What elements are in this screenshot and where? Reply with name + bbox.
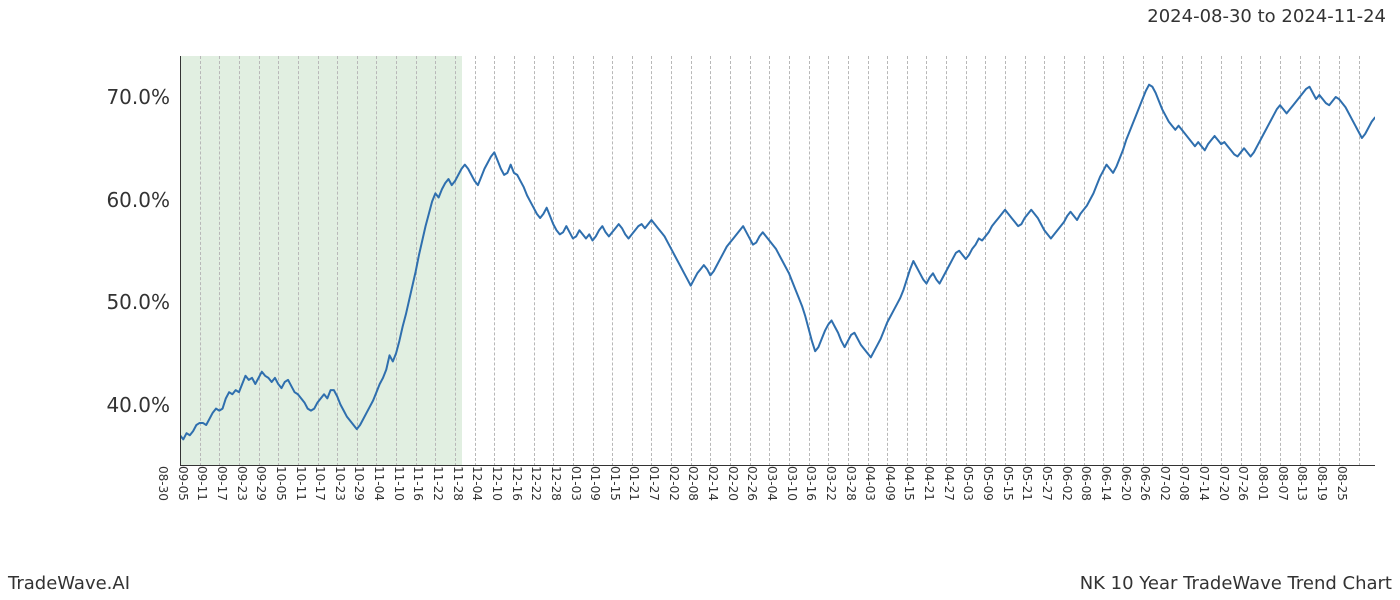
x-tick-label: 07-02 bbox=[1158, 466, 1178, 501]
x-tick-label: 01-27 bbox=[647, 466, 667, 501]
x-tick-label: 02-08 bbox=[686, 466, 706, 501]
x-tick-label: 12-28 bbox=[549, 466, 569, 501]
x-tick-label: 02-14 bbox=[706, 466, 726, 501]
x-tick-label: 04-21 bbox=[922, 466, 942, 501]
x-tick-label: 09-17 bbox=[215, 466, 235, 501]
x-tick-label: 08-19 bbox=[1315, 466, 1335, 501]
x-tick-label: 05-03 bbox=[961, 466, 981, 501]
x-tick-label: 03-04 bbox=[765, 466, 785, 501]
x-tick-label: 08-07 bbox=[1276, 466, 1296, 501]
x-tick-label: 06-20 bbox=[1119, 466, 1139, 501]
x-tick-label: 09-23 bbox=[235, 466, 255, 501]
x-tick-label: 04-15 bbox=[902, 466, 922, 501]
footer-right-title: NK 10 Year TradeWave Trend Chart bbox=[1080, 573, 1392, 594]
x-tick-label: 10-17 bbox=[313, 466, 333, 501]
y-tick-label: 70.0% bbox=[106, 85, 180, 109]
x-tick-label: 08-30 bbox=[156, 466, 176, 501]
x-tick-label: 08-01 bbox=[1256, 466, 1276, 501]
axis-border bbox=[180, 56, 1375, 466]
x-tick-label: 07-20 bbox=[1217, 466, 1237, 501]
x-tick-label: 12-22 bbox=[529, 466, 549, 501]
x-tick-label: 06-02 bbox=[1060, 466, 1080, 501]
x-tick-label: 12-10 bbox=[490, 466, 510, 501]
date-range-label: 2024-08-30 to 2024-11-24 bbox=[1147, 6, 1386, 27]
x-tick-label: 03-28 bbox=[844, 466, 864, 501]
x-tick-label: 07-26 bbox=[1236, 466, 1256, 501]
x-tick-label: 05-27 bbox=[1040, 466, 1060, 501]
y-tick-label: 50.0% bbox=[106, 290, 180, 314]
chart-page: 2024-08-30 to 2024-11-24 40.0%50.0%60.0%… bbox=[0, 0, 1400, 600]
y-tick-label: 60.0% bbox=[106, 188, 180, 212]
x-tick-label: 07-08 bbox=[1177, 466, 1197, 501]
footer-left-brand: TradeWave.AI bbox=[8, 573, 130, 594]
x-tick-label: 02-20 bbox=[726, 466, 746, 501]
plot-area: 40.0%50.0%60.0%70.0% 08-3009-0509-1109-1… bbox=[180, 56, 1375, 466]
x-tick-label: 01-03 bbox=[569, 466, 589, 501]
x-tick-label: 09-05 bbox=[176, 466, 196, 501]
x-tick-label: 12-16 bbox=[510, 466, 530, 501]
x-tick-label: 05-15 bbox=[1001, 466, 1021, 501]
x-tick-label: 10-11 bbox=[294, 466, 314, 501]
x-tick-label: 11-28 bbox=[451, 466, 471, 501]
x-tick-label: 06-08 bbox=[1079, 466, 1099, 501]
x-tick-label: 08-25 bbox=[1335, 466, 1355, 501]
x-tick-label: 01-09 bbox=[588, 466, 608, 501]
x-tick-label: 08-13 bbox=[1295, 466, 1315, 501]
x-tick-label: 05-09 bbox=[981, 466, 1001, 501]
x-tick-label: 06-14 bbox=[1099, 466, 1119, 501]
x-tick-label: 03-10 bbox=[785, 466, 805, 501]
x-tick-label: 01-15 bbox=[608, 466, 628, 501]
x-tick-label: 02-02 bbox=[667, 466, 687, 501]
x-tick-label: 11-16 bbox=[411, 466, 431, 501]
x-tick-label: 04-09 bbox=[883, 466, 903, 501]
x-tick-label: 11-10 bbox=[392, 466, 412, 501]
x-tick-label: 12-04 bbox=[470, 466, 490, 501]
x-tick-label: 04-27 bbox=[942, 466, 962, 501]
x-tick-label: 05-21 bbox=[1020, 466, 1040, 501]
x-tick-label: 10-05 bbox=[274, 466, 294, 501]
x-tick-label: 01-21 bbox=[627, 466, 647, 501]
y-tick-label: 40.0% bbox=[106, 393, 180, 417]
x-tick-label: 04-03 bbox=[863, 466, 883, 501]
x-tick-label: 07-14 bbox=[1197, 466, 1217, 501]
x-tick-label: 06-26 bbox=[1138, 466, 1158, 501]
x-tick-label: 09-11 bbox=[195, 466, 215, 501]
x-tick-label: 02-26 bbox=[745, 466, 765, 501]
x-tick-label: 03-16 bbox=[804, 466, 824, 501]
x-tick-label: 11-22 bbox=[431, 466, 451, 501]
x-tick-label: 10-29 bbox=[352, 466, 372, 501]
x-tick-label: 09-29 bbox=[254, 466, 274, 501]
x-tick-label: 11-04 bbox=[372, 466, 392, 501]
x-tick-label: 10-23 bbox=[333, 466, 353, 501]
x-tick-label: 03-22 bbox=[824, 466, 844, 501]
